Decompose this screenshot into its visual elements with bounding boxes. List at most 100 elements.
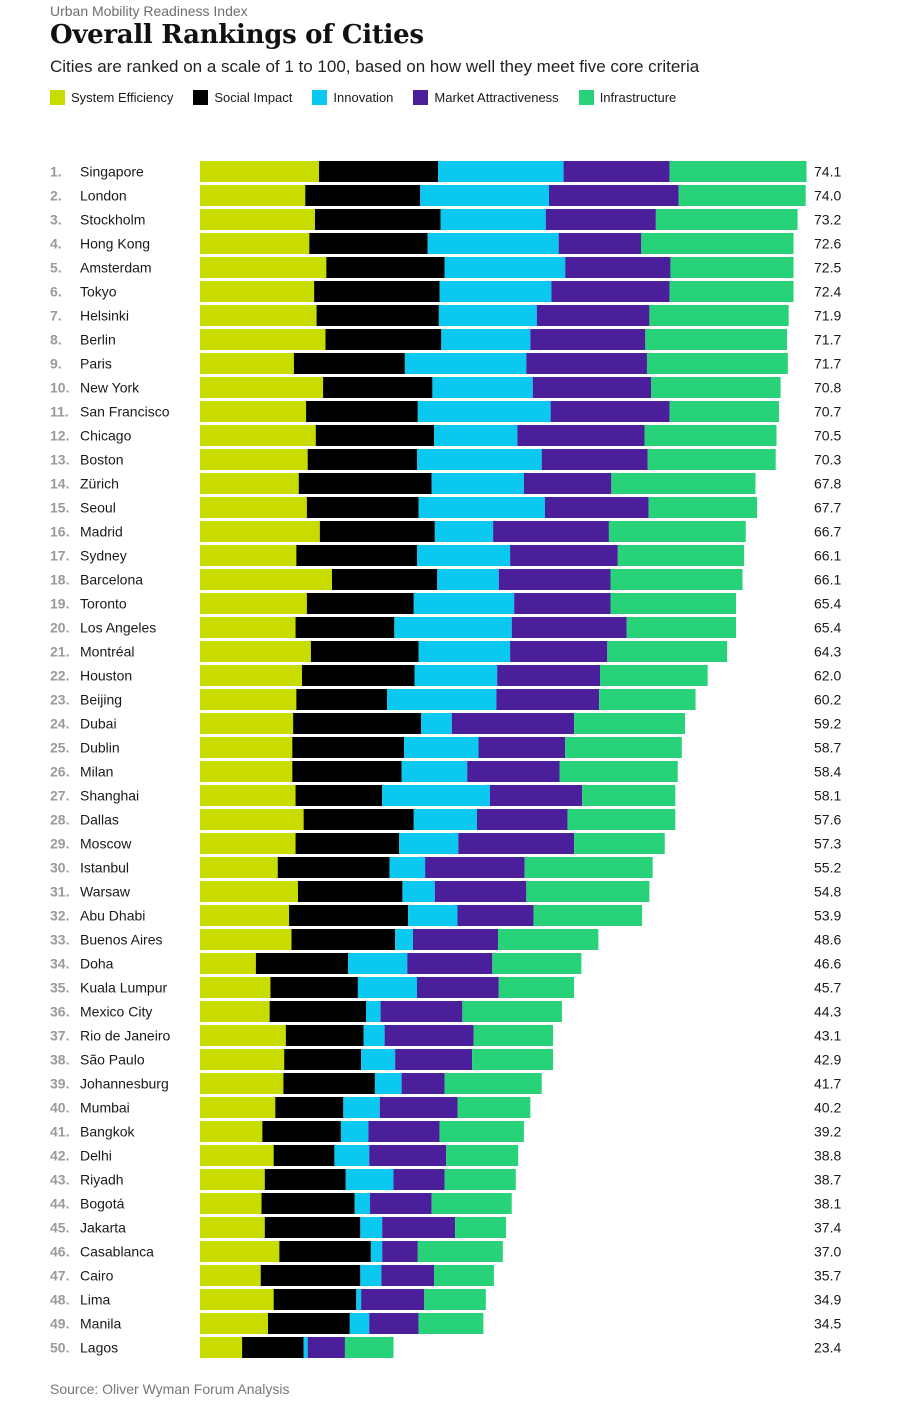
legend-item-market-attractiveness: Market Attractiveness bbox=[413, 90, 559, 105]
bar-segment-market-attractiveness bbox=[517, 425, 645, 446]
rank-label: 16. bbox=[50, 524, 69, 540]
bar-segment-market-attractiveness bbox=[558, 233, 642, 254]
bar-segment-system-efficiency bbox=[200, 617, 296, 638]
bar-segment-infrastructure bbox=[524, 857, 653, 878]
bar-segment-system-efficiency bbox=[200, 569, 332, 590]
city-label: Dubai bbox=[80, 716, 117, 732]
bar-segment-innovation bbox=[401, 761, 468, 782]
rank-label: 30. bbox=[50, 860, 69, 876]
bar-segment-innovation bbox=[420, 185, 549, 206]
bar-segment-system-efficiency bbox=[200, 1025, 286, 1046]
bar-segment-innovation bbox=[348, 953, 408, 974]
total-score-label: 74.1 bbox=[814, 164, 841, 180]
bar-segment-infrastructure bbox=[651, 377, 781, 398]
bar-segment-market-attractiveness bbox=[370, 1193, 432, 1214]
bar-segment-social-impact bbox=[291, 929, 396, 950]
rank-label: 41. bbox=[50, 1124, 69, 1140]
bar-segment-infrastructure bbox=[648, 497, 758, 518]
bar-segment-innovation bbox=[402, 881, 435, 902]
bar-segment-market-attractiveness bbox=[532, 377, 652, 398]
bar-segment-system-efficiency bbox=[200, 1265, 261, 1286]
bar-segment-system-efficiency bbox=[200, 329, 326, 350]
total-score-label: 37.0 bbox=[814, 1244, 841, 1260]
bar-segment-infrastructure bbox=[582, 785, 676, 806]
total-score-label: 72.5 bbox=[814, 260, 841, 276]
rank-label: 20. bbox=[50, 620, 69, 636]
bar-segment-innovation bbox=[382, 785, 490, 806]
total-score-label: 42.9 bbox=[814, 1052, 841, 1068]
bar-segment-market-attractiveness bbox=[510, 545, 618, 566]
rank-label: 35. bbox=[50, 980, 69, 996]
bar-segment-social-impact bbox=[293, 353, 405, 374]
city-label: Kuala Lumpur bbox=[80, 980, 168, 996]
bar-segment-social-impact bbox=[268, 1313, 350, 1334]
city-label: Tokyo bbox=[80, 284, 117, 300]
rank-label: 25. bbox=[50, 740, 69, 756]
bar-segment-innovation bbox=[356, 1289, 362, 1310]
city-label: Dallas bbox=[80, 812, 119, 828]
total-score-label: 70.8 bbox=[814, 380, 841, 396]
total-score-label: 70.5 bbox=[814, 428, 841, 444]
bar-segment-infrastructure bbox=[641, 233, 794, 254]
city-label: Dublin bbox=[80, 740, 120, 756]
total-score-label: 59.2 bbox=[814, 716, 841, 732]
city-label: Lagos bbox=[80, 1340, 118, 1356]
bar-segment-infrastructure bbox=[610, 569, 743, 590]
bar-segment-market-attractiveness bbox=[381, 1265, 435, 1286]
total-score-label: 34.5 bbox=[814, 1316, 841, 1332]
bar-segment-innovation bbox=[431, 473, 524, 494]
bar-segment-innovation bbox=[349, 1313, 370, 1334]
total-score-label: 66.1 bbox=[814, 572, 841, 588]
bar-segment-social-impact bbox=[242, 1337, 304, 1358]
bar-segment-system-efficiency bbox=[200, 1097, 276, 1118]
bar-segment-innovation bbox=[354, 1193, 371, 1214]
bar-segment-system-efficiency bbox=[200, 281, 315, 302]
bar-segment-system-efficiency bbox=[200, 1217, 265, 1238]
bar-segment-innovation bbox=[360, 1265, 382, 1286]
bar-segment-market-attractiveness bbox=[476, 809, 568, 830]
city-label: Rio de Janeiro bbox=[80, 1028, 170, 1044]
chart-title: Overall Rankings of Cities bbox=[50, 20, 424, 50]
bar-segment-social-impact bbox=[295, 617, 395, 638]
total-score-label: 73.2 bbox=[814, 212, 841, 228]
bar-segment-infrastructure bbox=[678, 185, 806, 206]
total-score-label: 71.7 bbox=[814, 356, 841, 372]
city-label: Bangkok bbox=[80, 1124, 135, 1140]
bar-segment-social-impact bbox=[277, 857, 390, 878]
bar-segment-social-impact bbox=[269, 1001, 366, 1022]
bar-segment-system-efficiency bbox=[200, 1337, 243, 1358]
bar-segment-social-impact bbox=[279, 1241, 371, 1262]
total-score-label: 45.7 bbox=[814, 980, 841, 996]
bar-segment-infrastructure bbox=[526, 881, 650, 902]
bar-segment-market-attractiveness bbox=[526, 353, 647, 374]
bar-segment-infrastructure bbox=[646, 353, 788, 374]
bar-segment-infrastructure bbox=[669, 281, 794, 302]
bar-segment-infrastructure bbox=[610, 593, 737, 614]
rank-label: 21. bbox=[50, 644, 69, 660]
bar-segment-innovation bbox=[389, 857, 426, 878]
bar-segment-innovation bbox=[421, 713, 452, 734]
bar-segment-market-attractiveness bbox=[497, 665, 600, 686]
city-label: London bbox=[80, 188, 127, 204]
city-label: Chicago bbox=[80, 428, 132, 444]
bar-segment-market-attractiveness bbox=[369, 1145, 447, 1166]
bar-segment-system-efficiency bbox=[200, 809, 304, 830]
bar-segment-system-efficiency bbox=[200, 1049, 285, 1070]
bar-segment-market-attractiveness bbox=[361, 1289, 425, 1310]
rank-label: 49. bbox=[50, 1316, 69, 1332]
bar-segment-infrastructure bbox=[444, 1073, 542, 1094]
rank-label: 31. bbox=[50, 884, 69, 900]
bar-segment-system-efficiency bbox=[200, 1313, 269, 1334]
bar-segment-innovation bbox=[303, 1337, 308, 1358]
legend-swatch bbox=[578, 90, 594, 105]
rank-label: 40. bbox=[50, 1100, 69, 1116]
bar-segment-market-attractiveness bbox=[307, 1337, 345, 1358]
bar-segment-innovation bbox=[394, 617, 512, 638]
bar-segment-social-impact bbox=[326, 257, 445, 278]
bar-segment-system-efficiency bbox=[200, 161, 320, 182]
bar-segment-system-efficiency bbox=[200, 1073, 284, 1094]
bar-segment-innovation bbox=[417, 545, 511, 566]
city-label: Singapore bbox=[80, 164, 144, 180]
bar-segment-system-efficiency bbox=[200, 377, 324, 398]
legend-swatch bbox=[312, 90, 328, 105]
